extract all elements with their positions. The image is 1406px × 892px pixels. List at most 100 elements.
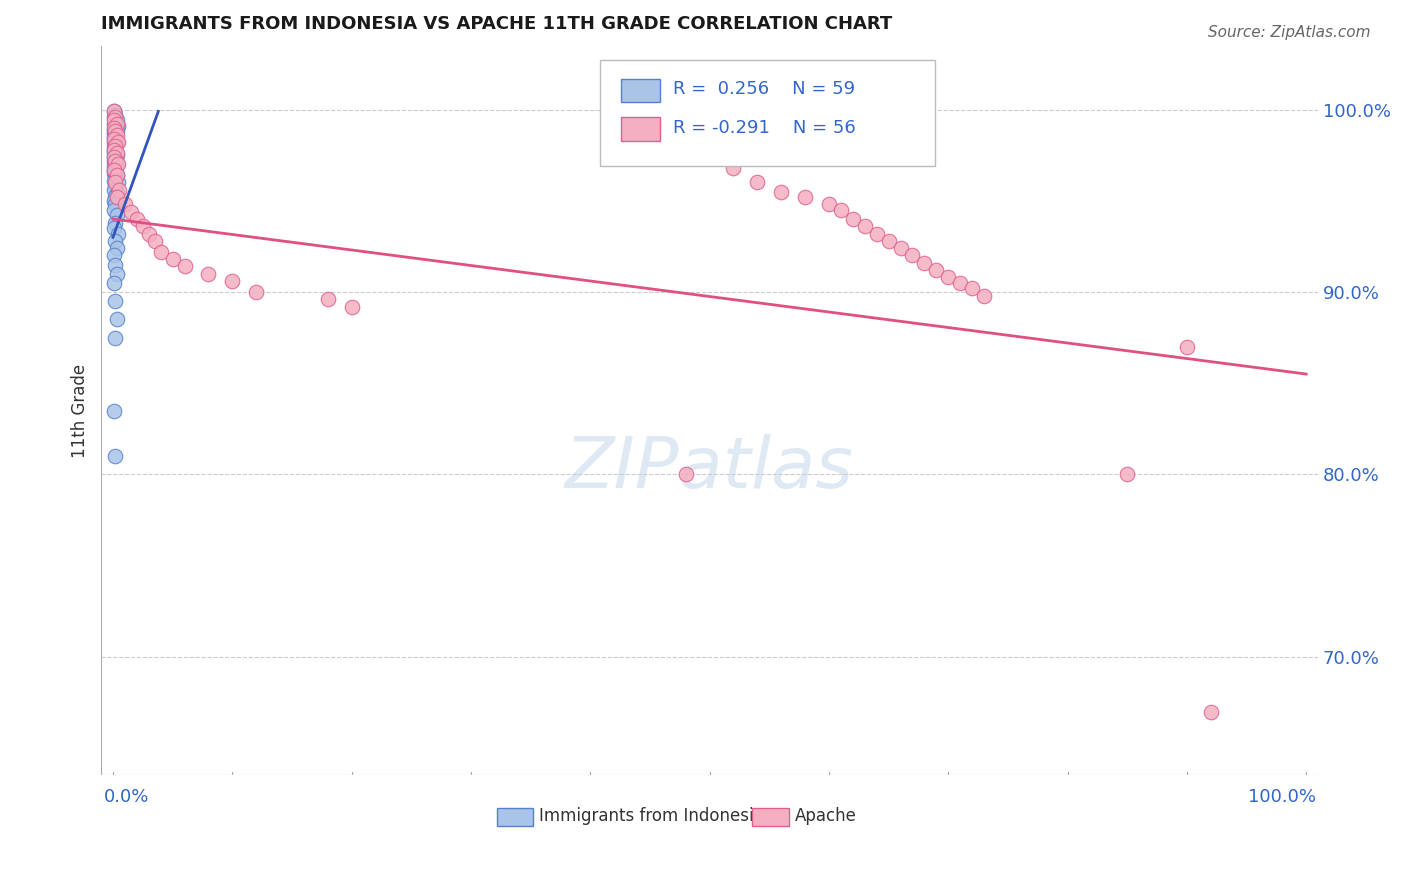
Point [104, 110, 127, 124]
Point [104, 164, 127, 178]
Point [103, 162, 125, 177]
FancyBboxPatch shape [620, 78, 659, 102]
Point [105, 124, 128, 138]
Point [103, 134, 125, 148]
Point [104, 258, 127, 272]
Point [949, 276, 972, 290]
Point [107, 119, 129, 133]
Point [675, 467, 697, 482]
Point [114, 197, 136, 211]
Point [108, 183, 131, 197]
Point [105, 241, 128, 255]
Point [830, 202, 852, 217]
FancyBboxPatch shape [752, 808, 789, 827]
Point [197, 267, 219, 281]
Text: Immigrants from Indonesia: Immigrants from Indonesia [538, 806, 763, 824]
Point [103, 104, 125, 119]
Point [770, 185, 793, 199]
Point [103, 122, 125, 136]
Point [105, 148, 128, 162]
Point [105, 190, 128, 204]
Point [125, 211, 148, 226]
Point [103, 143, 125, 157]
Point [103, 403, 125, 417]
Point [103, 276, 125, 290]
Point [105, 168, 128, 182]
Point [105, 312, 128, 326]
Point [901, 248, 924, 262]
Point [104, 169, 127, 184]
Point [105, 146, 128, 161]
Point [103, 110, 125, 124]
Point [104, 152, 127, 166]
FancyBboxPatch shape [620, 117, 659, 141]
Point [103, 183, 125, 197]
Point [149, 244, 172, 259]
FancyBboxPatch shape [496, 808, 533, 827]
Point [105, 113, 128, 128]
Point [103, 150, 125, 164]
Point [104, 141, 127, 155]
Text: 100.0%: 100.0% [1247, 789, 1316, 806]
Point [973, 288, 995, 302]
Text: IMMIGRANTS FROM INDONESIA VS APACHE 11TH GRADE CORRELATION CHART: IMMIGRANTS FROM INDONESIA VS APACHE 11TH… [101, 15, 893, 33]
Point [103, 174, 125, 188]
Text: 0.0%: 0.0% [104, 789, 149, 806]
Point [794, 190, 817, 204]
Point [132, 219, 155, 234]
Point [103, 117, 125, 131]
Point [103, 146, 125, 161]
Point [105, 157, 128, 171]
Point [103, 113, 125, 128]
Point [245, 285, 267, 299]
Point [103, 202, 125, 217]
Point [107, 176, 129, 190]
Point [912, 256, 935, 270]
Point [104, 197, 127, 211]
Point [105, 168, 128, 182]
Point [103, 159, 125, 173]
Point [104, 115, 127, 129]
Point [1199, 705, 1222, 719]
Point [143, 234, 166, 248]
Point [889, 241, 911, 255]
Point [104, 108, 127, 122]
Point [104, 145, 127, 159]
Point [138, 227, 160, 241]
Point [104, 176, 127, 190]
Point [103, 194, 125, 208]
Point [340, 300, 363, 314]
Point [936, 270, 959, 285]
Point [1175, 340, 1198, 354]
Point [1116, 467, 1139, 482]
Text: Source: ZipAtlas.com: Source: ZipAtlas.com [1208, 25, 1371, 40]
Point [104, 179, 127, 194]
Point [162, 252, 184, 266]
Point [103, 153, 125, 168]
Point [105, 128, 128, 142]
Point [842, 211, 865, 226]
Point [105, 136, 128, 150]
Point [104, 190, 127, 204]
Point [818, 197, 841, 211]
Point [120, 204, 142, 219]
Point [103, 104, 125, 119]
Point [104, 124, 127, 138]
Point [103, 132, 125, 146]
Point [105, 208, 128, 222]
Point [107, 227, 129, 241]
Point [960, 281, 983, 295]
Point [104, 137, 127, 152]
Point [105, 267, 128, 281]
Point [866, 227, 889, 241]
Point [104, 128, 127, 142]
Point [103, 129, 125, 144]
Point [105, 117, 128, 131]
Point [877, 234, 900, 248]
Point [104, 449, 127, 463]
Point [103, 126, 125, 140]
Point [103, 120, 125, 135]
Point [103, 150, 125, 164]
Point [103, 166, 125, 180]
Point [104, 120, 127, 135]
